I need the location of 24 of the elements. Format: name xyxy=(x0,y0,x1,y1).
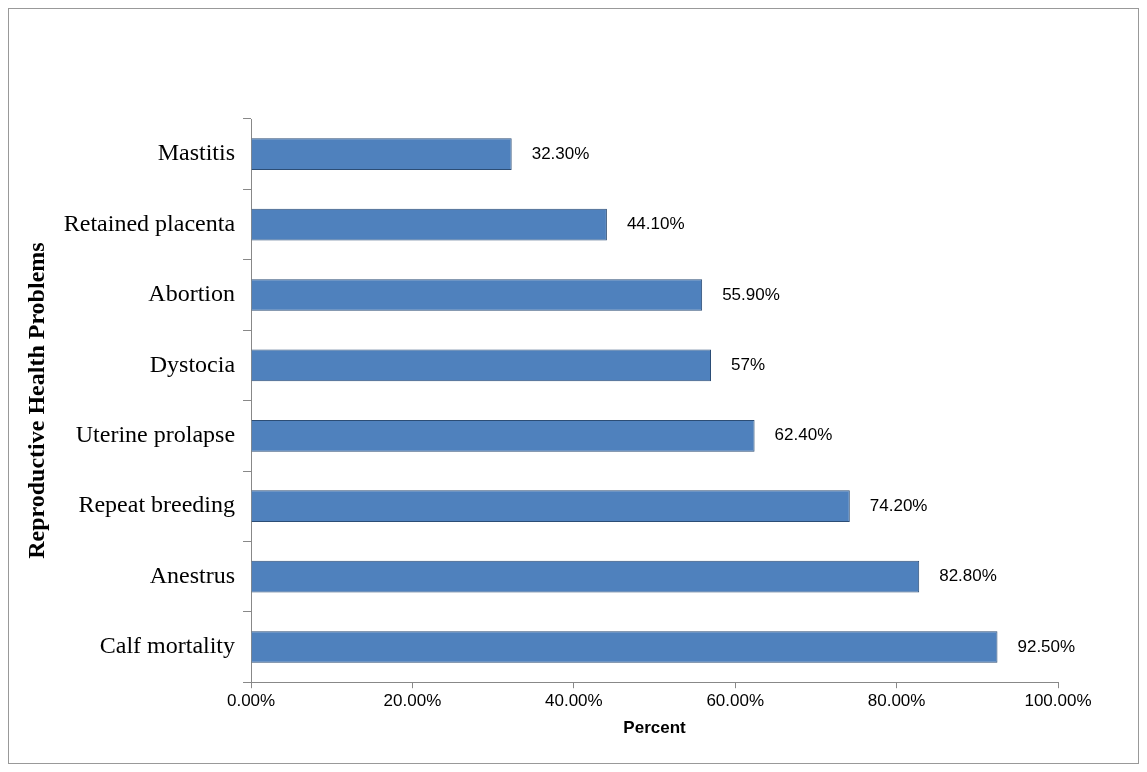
y-axis-title: Reproductive Health Problems xyxy=(22,242,49,559)
y-tick-label: Dystocia xyxy=(149,350,236,377)
y-tick-label: Abortion xyxy=(148,280,236,307)
data-label: 55.90% xyxy=(722,284,780,304)
y-tick-label: Retained placenta xyxy=(63,209,236,236)
x-tick-label: 40.00% xyxy=(544,691,603,711)
data-label: 74.20% xyxy=(869,495,928,515)
x-tick-label: 80.00% xyxy=(867,691,926,711)
data-label: 82.80% xyxy=(939,566,997,586)
data-label: 57% xyxy=(731,355,766,375)
data-label: 62.40% xyxy=(774,425,833,445)
x-tick-label: 100.00% xyxy=(1024,691,1092,711)
y-tick-label: Repeat breeding xyxy=(78,491,236,518)
data-label: 44.10% xyxy=(626,214,685,234)
y-tick-label: Anestrus xyxy=(149,561,236,588)
y-tick-label: Calf mortality xyxy=(99,632,236,659)
data-label: 92.50% xyxy=(1017,636,1076,656)
data-label: 32.30% xyxy=(531,143,590,163)
x-tick-label: 20.00% xyxy=(383,691,442,711)
y-tick-label: Mastitis xyxy=(157,139,236,166)
x-axis-title: Percent xyxy=(623,718,687,738)
x-tick-label: 60.00% xyxy=(706,691,765,711)
y-tick-label: Uterine prolapse xyxy=(75,421,236,448)
x-tick-label: 0.00% xyxy=(226,691,276,711)
